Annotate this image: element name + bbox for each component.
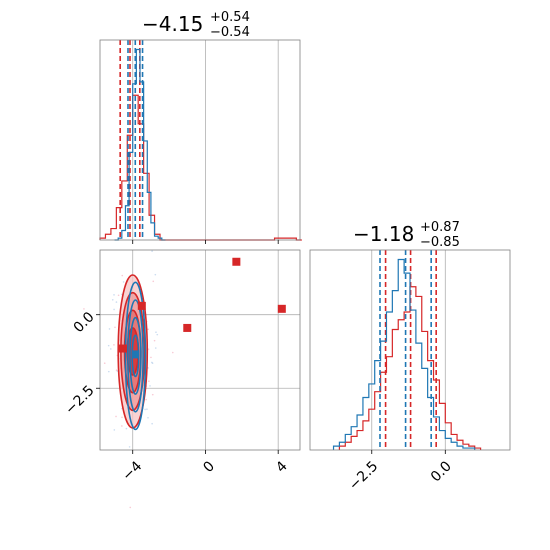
joint-sample-point: [83, 308, 85, 310]
joint-sample-point: [151, 422, 153, 425]
joint-sample-point: [153, 339, 156, 342]
joint-marker-red: [118, 344, 127, 353]
param2-histogram-panel: −2.5 0.0: [309, 249, 511, 494]
joint-sample-point: [107, 370, 110, 373]
joint-marker-red: [137, 301, 146, 310]
param1-title-minus: −0.54: [210, 25, 250, 40]
joint-sample-point: [111, 298, 114, 301]
joint-sample-point: [151, 362, 154, 365]
joint-sample-point: [128, 446, 131, 448]
joint-x-tick-label: 4: [273, 458, 291, 476]
joint-sample-point: [147, 328, 150, 331]
joint-sample-point: [154, 273, 157, 276]
joint-x-tick-label: 0: [200, 458, 218, 476]
param2-title-plus: +0.87: [420, 220, 460, 235]
param2-title: −1.18 +0.87 −0.85: [353, 220, 460, 250]
joint-sample-point: [117, 294, 120, 297]
joint-contour-blue: [127, 299, 144, 413]
joint-frame: [99, 249, 301, 451]
joint-marker-red: [277, 304, 286, 313]
joint-sample-point: [125, 427, 128, 430]
joint-sample-point: [107, 344, 110, 347]
joint-y-tick-label: −2.5: [62, 383, 97, 418]
joint-sample-point: [150, 356, 152, 359]
hist2-tick-label: 0.0: [428, 458, 455, 485]
hist2-series-blue: [332, 258, 476, 450]
joint-contour-blue: [129, 316, 142, 395]
joint-sample-point: [151, 393, 154, 396]
joint-sample-point: [155, 331, 157, 334]
joint-sample-point: [113, 308, 115, 311]
joint-sample-point: [122, 281, 125, 283]
joint-scatter-panel: −4 0 4 −2.5 0.0: [62, 249, 301, 509]
joint-sample-point: [151, 250, 153, 252]
joint-sample-point: [154, 347, 157, 349]
joint-sample-point: [108, 328, 111, 330]
param1-title-plus: +0.54: [210, 10, 250, 25]
joint-sample-point: [115, 415, 117, 418]
joint-sample-point: [113, 344, 115, 346]
joint-marker-red: [183, 323, 192, 332]
joint-sample-point: [121, 425, 123, 427]
param2-title-minus: −0.85: [420, 235, 460, 250]
param1-title-median: −4.15: [142, 12, 203, 36]
joint-sample-point: [115, 301, 118, 303]
joint-sample-point: [144, 408, 146, 411]
joint-sample-point: [147, 348, 150, 350]
joint-sample-point: [121, 416, 123, 419]
joint-marker-blue: [131, 350, 140, 359]
joint-sample-point: [147, 416, 149, 419]
joint-contour-blue: [124, 281, 147, 431]
joint-sample-point: [146, 408, 148, 410]
hist2-frame: [309, 249, 511, 451]
joint-sample-point: [103, 362, 106, 364]
joint-marker-red: [232, 257, 241, 266]
hist1-series-red: [99, 94, 302, 241]
joint-sample-point: [116, 370, 119, 372]
joint-sample-point: [152, 280, 155, 283]
joint-sample-point: [129, 506, 132, 509]
hist1-background: [100, 40, 300, 240]
joint-sample-point: [149, 385, 151, 387]
joint-sample-point: [145, 398, 147, 401]
joint-sample-point: [113, 429, 116, 431]
joint-sample-point: [156, 333, 159, 336]
joint-sample-point: [171, 351, 174, 354]
joint-sample-point: [121, 274, 124, 277]
hist2-tick-label: −2.5: [346, 458, 381, 493]
hist1-series-blue: [114, 48, 166, 241]
joint-sample-point: [148, 380, 150, 383]
param1-histogram-panel: [99, 39, 302, 244]
joint-sample-point: [114, 326, 116, 329]
hist1-frame: [99, 39, 301, 241]
param2-title-median: −1.18: [353, 222, 414, 246]
joint-y-tick-label: 0.0: [71, 309, 98, 336]
joint-sample-point: [110, 348, 112, 350]
param1-title: −4.15 +0.54 −0.54: [142, 10, 250, 40]
joint-x-tick-label: −4: [119, 458, 145, 484]
joint-sample-point: [113, 294, 115, 296]
